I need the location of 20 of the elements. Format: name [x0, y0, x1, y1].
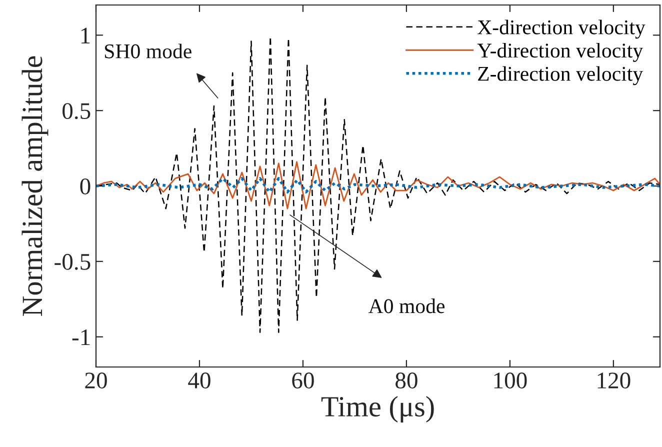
- y-tick-label: 0: [80, 178, 90, 194]
- y-tick-label: 0.5: [62, 103, 90, 120]
- x-tick-label: 120: [598, 372, 630, 388]
- x-tick-label: 80: [396, 372, 418, 388]
- y-tick-label: -1: [72, 329, 90, 346]
- annotation: SH0 mode: [105, 44, 192, 58]
- x-tick-label: 60: [292, 372, 314, 388]
- line-series: [96, 161, 660, 210]
- legend-label: X-direction velocity: [478, 20, 646, 39]
- y-axis-title: Normalized amplitude: [22, 56, 48, 316]
- legend-label: Y-direction velocity: [477, 42, 644, 62]
- legend-label: Z-direction velocity: [478, 66, 644, 86]
- y-tick-label: -0.5: [54, 254, 90, 270]
- y-tick-label: 1: [81, 28, 90, 44]
- x-tick-label: 20: [85, 372, 107, 388]
- x-tick-label: 100: [494, 372, 527, 388]
- annotation: A0 mode: [368, 298, 445, 314]
- x-axis-title: Time (μs): [321, 396, 434, 423]
- x-tick-label: 40: [188, 372, 210, 388]
- line-series: [96, 177, 660, 194]
